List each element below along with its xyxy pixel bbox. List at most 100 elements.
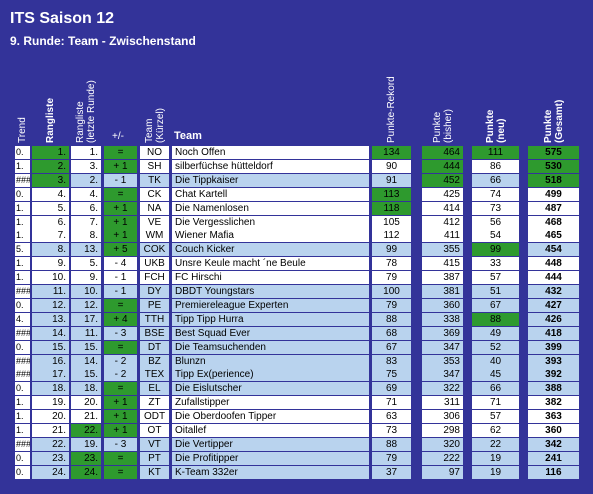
cell: 1. [71,146,101,159]
cell: ### [15,437,30,451]
cell: ### [15,326,30,340]
cell: 7. [32,229,69,243]
cell: K-Team 332er [172,465,369,479]
cell: ### [15,285,30,298]
cell: 1. [15,201,30,215]
cell: 16. [32,354,69,368]
cell: silberfüchse hütteldorf [172,159,369,173]
cell: - 3 [104,437,137,451]
cell: Die Vertipper [172,437,369,451]
cell: 0. [15,451,30,465]
column-header: Punkte [542,109,554,143]
cell: 311 [422,396,463,410]
cell: Couch Kicker [172,243,369,257]
title: ITS Saison 12 [10,10,115,27]
cell: BSE [140,326,169,340]
cell: = [104,340,137,354]
cell: 99 [372,243,411,257]
cell: 23. [71,451,101,465]
cell: Oitallef [172,424,369,437]
cell: 19 [472,451,519,465]
cell: 448 [528,257,579,271]
cell: BZ [140,354,169,368]
cell: 298 [422,424,463,437]
cell: Tipp Tipp Hurra [172,312,369,326]
cell: 415 [422,257,463,271]
cell: 86 [472,159,519,173]
cell: 14. [32,326,69,340]
cell: Die Namenlosen [172,201,369,215]
cell: 12. [71,298,101,312]
column-header: Punkte [431,111,443,143]
cell: 54 [472,229,519,243]
cell: 79 [372,271,411,285]
cell: 444 [528,271,579,285]
cell: 414 [422,201,463,215]
cell: 342 [528,437,579,451]
cell: 19. [71,437,101,451]
cell: Best Squad Ever [172,326,369,340]
cell: VE [140,215,169,229]
cell: 452 [422,173,463,187]
cell: 79 [372,451,411,465]
cell: 1. [15,257,30,271]
column-header: Trend [17,117,28,143]
cell: Zufallstipper [172,396,369,410]
cell: 113 [372,187,411,201]
cell: OT [140,424,169,437]
cell: 63 [372,410,411,424]
cell: Die Oberdoofen Tipper [172,410,369,424]
cell: = [104,298,137,312]
cell: 0. [15,146,30,159]
cell: 8. [32,243,69,257]
cell: 22 [472,437,519,451]
column-header: (letzte Runde) [86,80,97,143]
column-header: Team [143,118,155,143]
cell: 487 [528,201,579,215]
cell: 499 [528,187,579,201]
cell: 411 [422,229,463,243]
column-header: Punkte [484,109,496,143]
cell: 13. [71,243,101,257]
cell: Premiereleague Experten [172,298,369,312]
cell: Die Eislutscher [172,382,369,396]
cell: 444 [422,159,463,173]
cell: 355 [422,243,463,257]
cell: 425 [422,187,463,201]
cell: 15. [71,368,101,382]
cell: TEX [140,368,169,382]
cell: 14. [71,354,101,368]
cell: SH [140,159,169,173]
cell: 22. [71,424,101,437]
cell: 1. [15,229,30,243]
cell: 83 [372,354,411,368]
cell: 15. [32,340,69,354]
cell: 88 [372,312,411,326]
cell: 530 [528,159,579,173]
cell: 3. [71,159,101,173]
cell: + 1 [104,396,137,410]
cell: 19. [32,396,69,410]
cell: 4. [32,187,69,201]
cell: 45 [472,368,519,382]
cell: ZT [140,396,169,410]
cell: TK [140,173,169,187]
subtitle: 9. Runde: Team - Zwischenstand [10,34,196,48]
cell: Unsre Keule macht ´ne Beule [172,257,369,271]
cell: Die Teamsuchenden [172,340,369,354]
cell: 57 [472,271,519,285]
cell: 79 [372,298,411,312]
cell: 23. [32,451,69,465]
cell: 468 [528,215,579,229]
cell: 11. [71,326,101,340]
cell: - 3 [104,326,137,340]
cell: 1. [32,146,69,159]
cell: ### [15,354,30,368]
cell: - 2 [104,368,137,382]
cell: 3. [32,173,69,187]
cell: 74 [472,187,519,201]
column-header: Rangliste [75,101,86,143]
column-header: Rangliste [45,97,56,143]
cell: + 5 [104,243,137,257]
cell: FCH [140,271,169,285]
